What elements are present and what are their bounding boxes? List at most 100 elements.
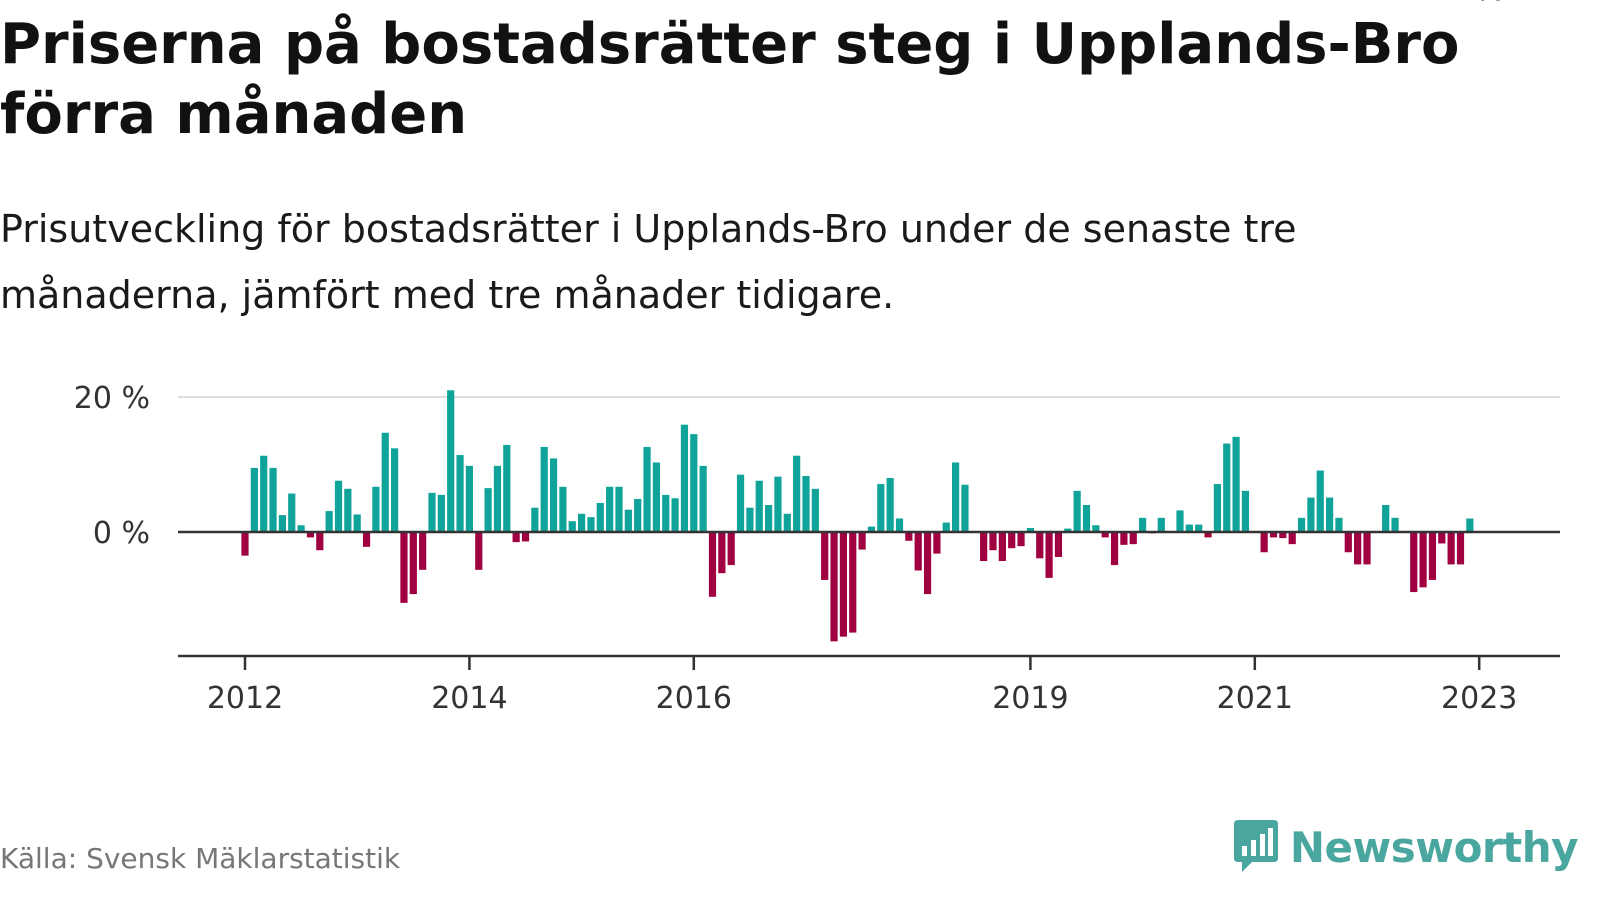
x-tick-label: 2023 [1441, 681, 1517, 716]
bar [989, 532, 997, 551]
bar [587, 517, 595, 532]
bar [867, 526, 876, 532]
bar [1129, 532, 1137, 545]
bar [1185, 524, 1193, 533]
bar [1428, 532, 1437, 580]
x-tick-label: 2019 [992, 681, 1068, 716]
bar [475, 532, 483, 570]
bar [1101, 532, 1109, 538]
bar [1438, 532, 1446, 544]
bar [1382, 505, 1390, 532]
x-tick-label: 2012 [207, 681, 283, 716]
bar [858, 532, 866, 550]
brand-logo[interactable]: Newsworthy [1230, 818, 1579, 876]
bar [1410, 532, 1418, 593]
bar [484, 488, 492, 533]
bar-chart: 0 % 20 % 2012 2014 2016 2019 2021 2023 2 % [74, 0, 1560, 716]
bar [1223, 443, 1231, 532]
bar [1269, 532, 1278, 538]
bar [699, 465, 707, 532]
bar [465, 465, 473, 532]
bar [297, 525, 305, 532]
y-tick-label: 20 % [74, 381, 150, 416]
bar [1176, 510, 1184, 532]
bar [1120, 532, 1128, 545]
bar [353, 514, 361, 532]
bar [1260, 532, 1268, 553]
bar [662, 494, 670, 533]
bar [680, 424, 689, 533]
axis-layer [178, 530, 1560, 670]
bar [428, 492, 436, 532]
bar [849, 532, 857, 633]
bar [615, 486, 623, 532]
bar [372, 486, 380, 532]
bar [1354, 532, 1362, 565]
bar [952, 462, 960, 533]
bar [362, 532, 371, 547]
bar [288, 493, 296, 532]
bar [1045, 532, 1053, 578]
bar [1213, 484, 1221, 532]
bar [1288, 532, 1296, 545]
page-subtitle: Prisutveckling för bostadsrätter i Uppla… [0, 207, 1297, 317]
bar [334, 480, 343, 532]
bar [419, 532, 427, 570]
bar [1204, 532, 1212, 538]
y-tick-label: 0 % [93, 516, 150, 551]
bar [886, 478, 894, 532]
bar [652, 462, 660, 533]
bar [634, 498, 642, 533]
bar [1157, 517, 1165, 533]
bar [877, 484, 885, 532]
bar [1447, 532, 1455, 565]
bar [559, 486, 567, 532]
bar [690, 434, 698, 533]
page-title: Priserna på bostadsrätter steg i Uppland… [0, 12, 1460, 147]
bar [942, 522, 950, 532]
bar [1110, 532, 1119, 566]
bar [765, 505, 773, 532]
bar [400, 532, 408, 603]
labels-layer: 0 % 20 % 2012 2014 2016 2019 2021 2023 2 % [74, 0, 1518, 716]
bar [793, 455, 801, 533]
bar [1279, 532, 1287, 539]
bar [521, 532, 530, 542]
bar [1326, 497, 1334, 532]
last-value-annotation: 2 % [1444, 0, 1505, 8]
bar [1307, 497, 1315, 532]
bar [325, 511, 333, 532]
brand-name: Newsworthy [1289, 822, 1579, 872]
bar [250, 467, 258, 533]
bar [596, 502, 604, 532]
bar [802, 475, 810, 533]
bar [624, 509, 632, 532]
bar [278, 515, 286, 533]
bar [578, 513, 586, 532]
bar [269, 467, 277, 533]
bar [241, 532, 249, 556]
bar [774, 476, 782, 532]
bar [1456, 532, 1465, 565]
bar [512, 532, 520, 543]
bar [540, 446, 548, 532]
bar [895, 518, 904, 532]
bar [830, 532, 838, 642]
bar [1195, 524, 1203, 533]
bar [568, 521, 576, 532]
bar [821, 532, 829, 580]
bar [1419, 532, 1427, 588]
x-tick-label: 2014 [431, 681, 507, 716]
bar [1073, 490, 1081, 532]
bar [708, 532, 717, 597]
bars-layer [241, 390, 1474, 642]
bar [531, 507, 539, 532]
bar [643, 446, 651, 532]
bar [1064, 528, 1072, 533]
bar [923, 532, 932, 595]
bar [1316, 470, 1324, 532]
bar [998, 532, 1006, 562]
bar [1036, 532, 1044, 559]
bar [727, 532, 735, 566]
bar [736, 474, 745, 533]
